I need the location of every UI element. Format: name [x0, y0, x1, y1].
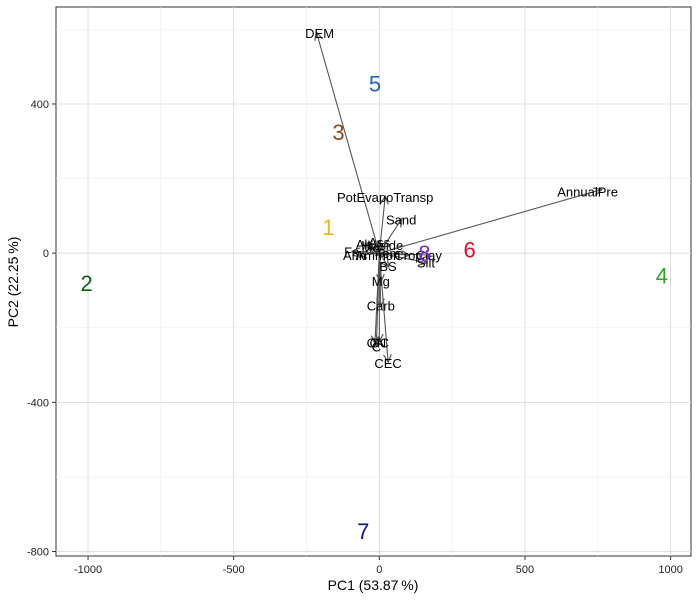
y-tick-label: 0 [43, 248, 49, 260]
loading-label: Sand [386, 213, 416, 228]
loading-arrow [371, 248, 380, 254]
loading-label: C [372, 339, 381, 354]
loading-label: Alt [356, 237, 372, 252]
x-tick-label: -500 [223, 564, 245, 576]
plot-panel [55, 6, 692, 557]
loading-label: Silt [417, 255, 435, 270]
observation-label: 5 [369, 71, 381, 96]
loading-label: Crop [394, 248, 422, 263]
x-tick-label: 1000 [658, 564, 682, 576]
loading-arrow [379, 190, 600, 254]
loading-label: Fe [344, 244, 359, 259]
y-tick-label: 400 [31, 99, 49, 111]
observation-label: 3 [332, 120, 344, 145]
y-axis-title: PC2 (22.25 %) [5, 237, 21, 328]
x-axis-title: PC1 (53.87 %) [328, 577, 419, 593]
loading-label: BS [379, 259, 397, 274]
loading-label: OC [370, 336, 390, 351]
loading-arrow [379, 253, 408, 255]
loading-label: Ass [368, 235, 390, 250]
observation-label: 1 [322, 215, 334, 240]
axis-ticks [52, 103, 672, 560]
loading-label: CEC [374, 356, 401, 371]
loading-arrow [378, 253, 388, 361]
loading-label: Ann [343, 248, 366, 263]
y-tick-label: -400 [27, 397, 49, 409]
loading-label: Ammon [355, 248, 400, 263]
observation-label: 4 [656, 264, 668, 289]
loading-label: PotEvapoTransp [337, 190, 433, 205]
major-gridlines [56, 7, 691, 556]
loading-arrow [376, 253, 379, 344]
x-tick-label: 0 [376, 564, 382, 576]
observation-label: 6 [463, 237, 475, 262]
observation-labels: 1 2 3 4 5 6 7 8 [80, 71, 668, 544]
minor-gridlines [56, 7, 691, 556]
y-tick-label: -800 [27, 547, 49, 559]
loading-arrows [317, 33, 601, 361]
observation-label: 7 [357, 519, 369, 544]
observation-label: 8 [418, 241, 430, 266]
loading-label: Mo [362, 241, 380, 256]
loading-label: DEM [305, 26, 334, 41]
loading-label: Hillside [361, 238, 403, 253]
loading-arrow [317, 33, 380, 254]
loading-label: AnnualPre [557, 185, 618, 200]
loading-label: Clay [416, 248, 443, 263]
x-tick-labels: -1000 -500 0 500 1000 [74, 564, 683, 576]
loading-label: ON [367, 336, 387, 351]
observation-label: 2 [80, 271, 92, 296]
loading-label: Carb [367, 298, 395, 313]
loading-label: Tem [376, 246, 401, 261]
y-tick-labels: -800 -400 0 400 [27, 99, 49, 559]
x-tick-label: -1000 [74, 564, 102, 576]
loading-label: Mg [372, 274, 390, 289]
x-tick-label: 500 [516, 564, 534, 576]
